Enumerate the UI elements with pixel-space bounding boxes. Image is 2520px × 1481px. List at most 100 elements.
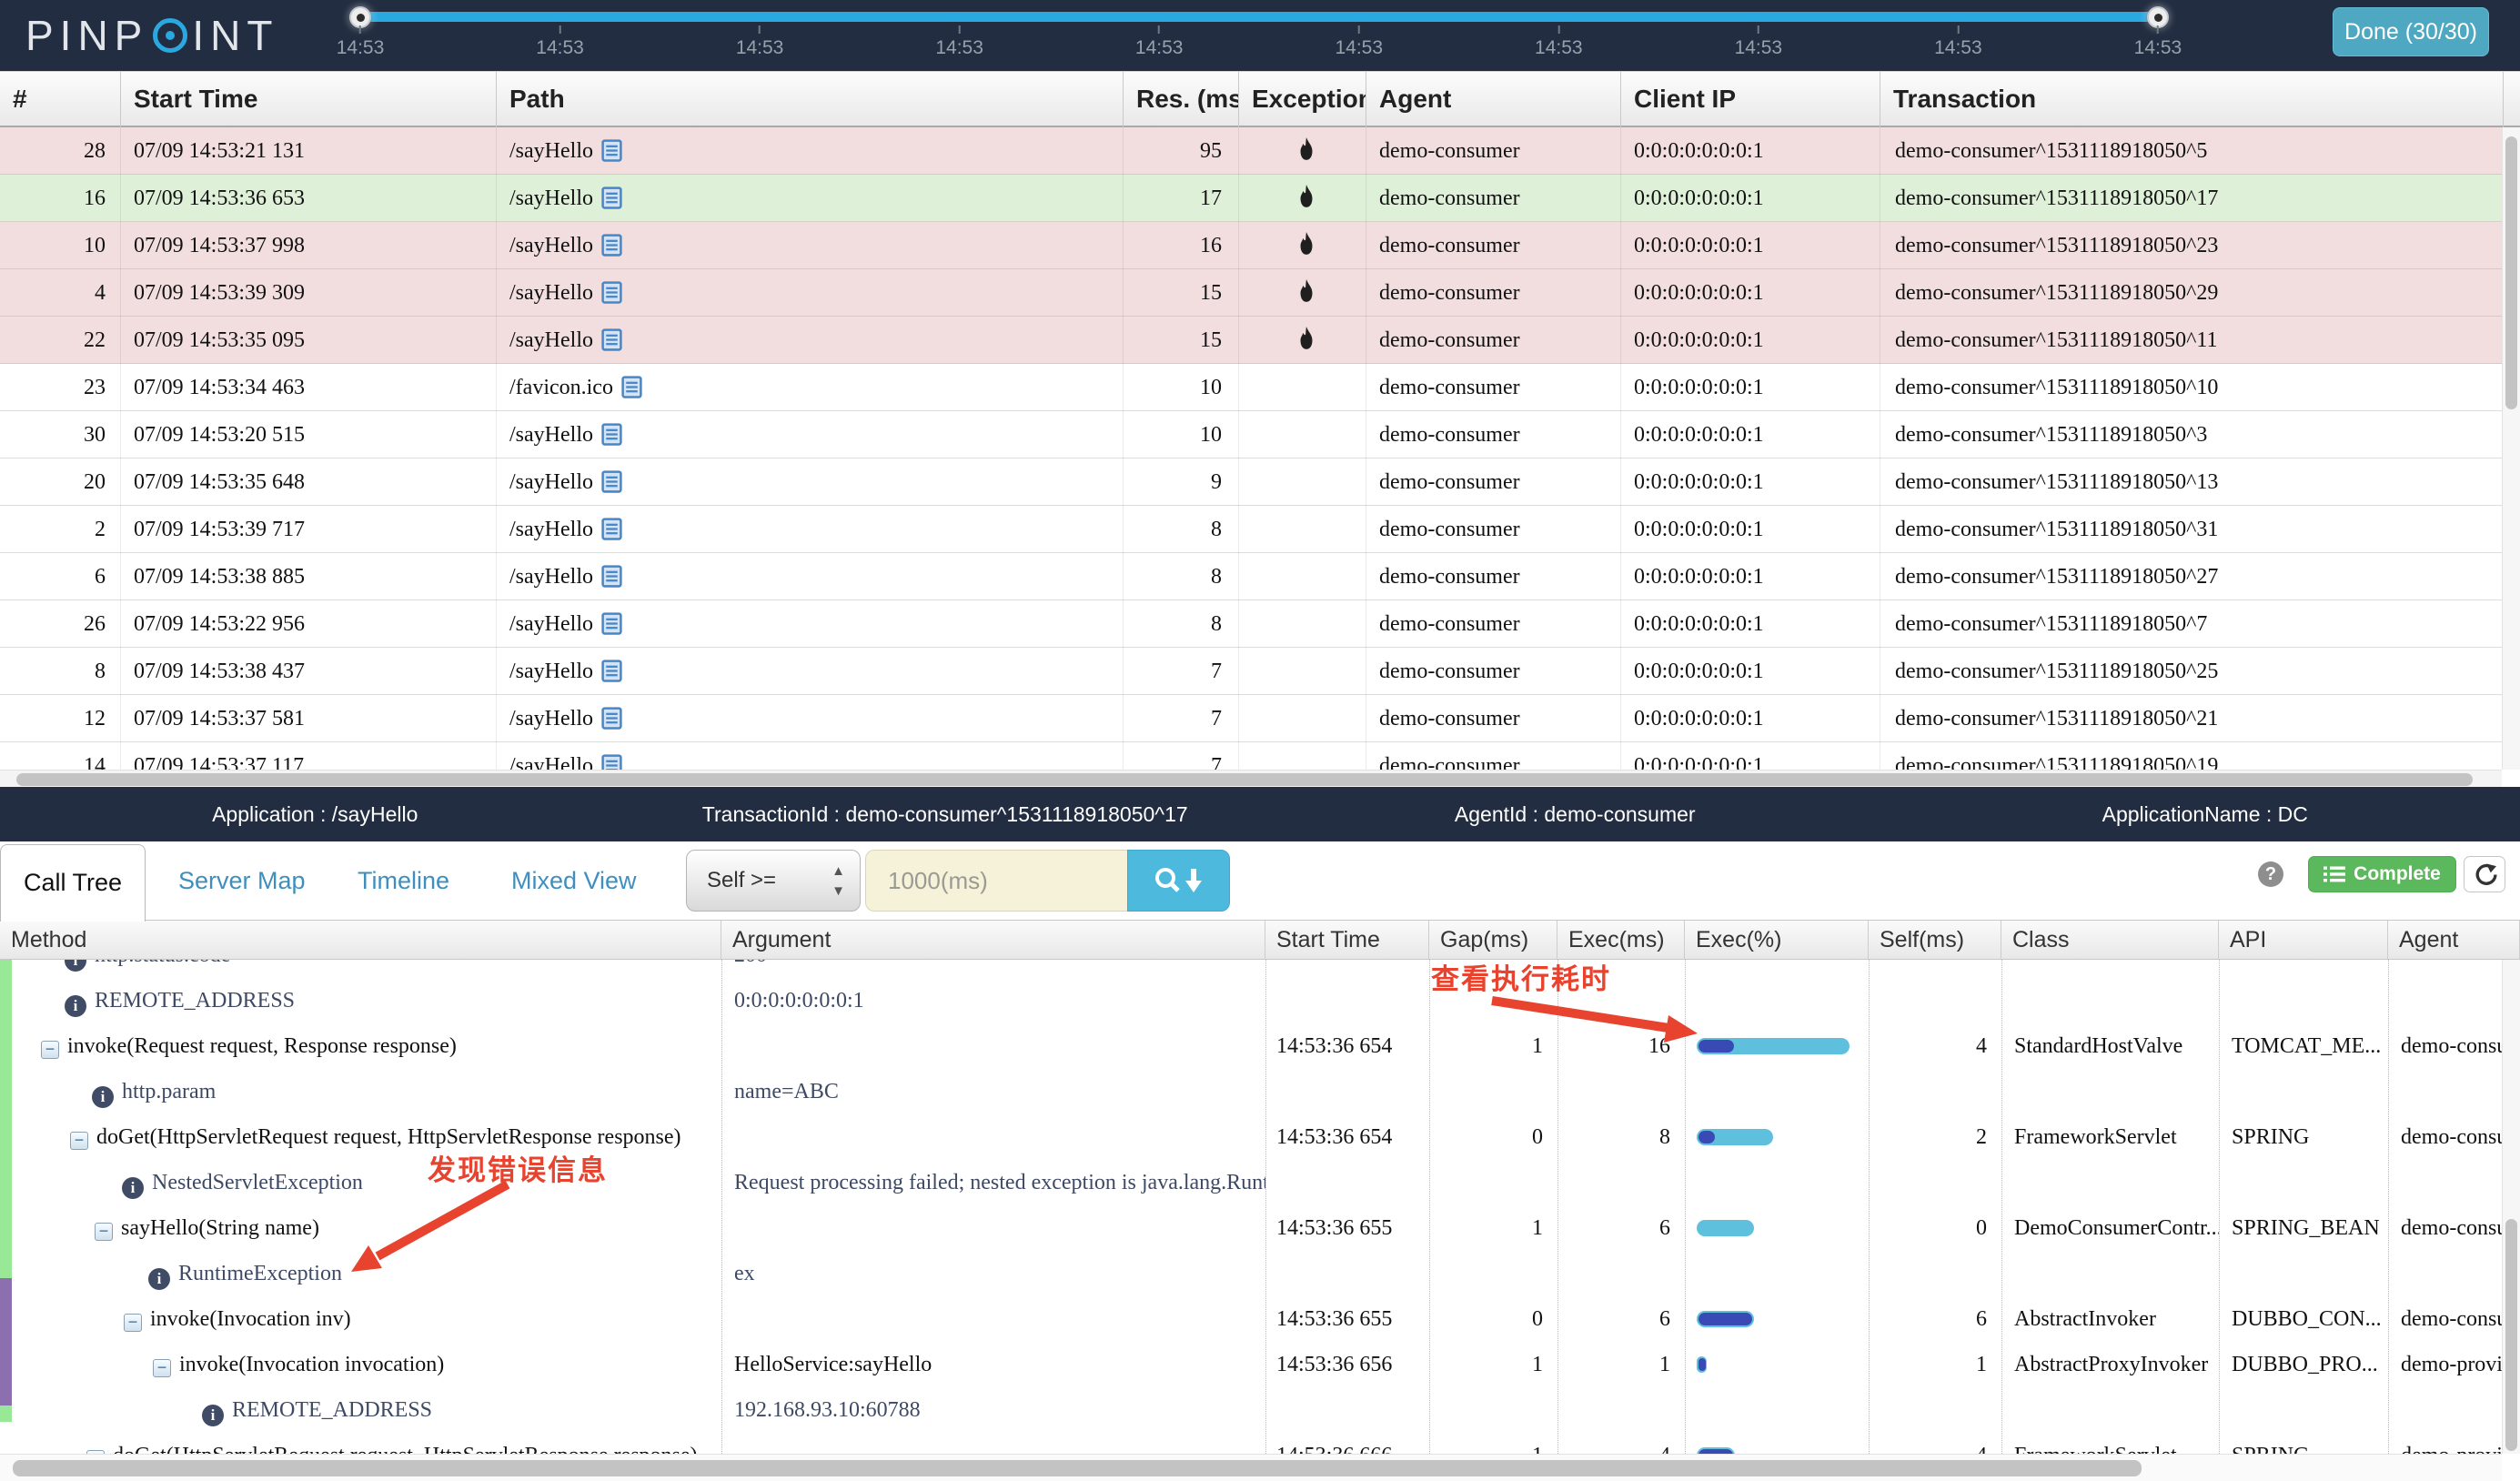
call-tree-cell-agent — [2388, 978, 2520, 1023]
transaction-detail-icon[interactable] — [601, 660, 622, 682]
transaction-row[interactable]: 20 07/09 14:53:35 648/sayHello 9 demo-consu… — [0, 458, 2504, 506]
call-tree-row[interactable]: − invoke(Invocation invocation) HelloServi… — [0, 1342, 2520, 1387]
collapse-icon[interactable]: − — [95, 1223, 113, 1241]
transaction-detail-icon[interactable] — [601, 139, 622, 162]
transaction-row[interactable]: 12 07/09 14:53:37 581/sayHello 7 demo-consu… — [0, 695, 2504, 742]
tab-timeline[interactable]: Timeline — [358, 867, 450, 894]
transaction-detail-icon[interactable] — [621, 376, 642, 398]
transaction-cell-path: /sayHello — [497, 506, 1124, 553]
transaction-column-header-res_ms[interactable]: Res. (ms)↓ — [1124, 72, 1239, 128]
call-tree-row[interactable]: i http.param name=ABC — [0, 1069, 2504, 1114]
transaction-row[interactable]: 30 07/09 14:53:20 515/sayHello 10 demo-cons… — [0, 411, 2504, 458]
transaction-horizontal-scrollbar-thumb[interactable] — [16, 773, 2473, 786]
transaction-cell-res_ms: 7 — [1124, 695, 1239, 742]
call-tree-row[interactable]: i REMOTE_ADDRESS 0:0:0:0:0:0:0:1 — [0, 978, 2504, 1023]
transaction-detail-icon[interactable] — [601, 518, 622, 540]
call-tree-horizontal-scrollbar-thumb[interactable] — [13, 1460, 2142, 1476]
transaction-detail-icon[interactable] — [601, 754, 622, 770]
done-button[interactable]: Done (30/30) — [2333, 7, 2489, 56]
transaction-column-header-exception[interactable]: Exception — [1239, 72, 1366, 128]
transaction-detail-icon[interactable] — [601, 423, 622, 446]
method-label: doGet(HttpServletRequest request, HttpSe… — [96, 1125, 681, 1149]
transaction-table-body: 28 07/09 14:53:21 131/sayHello 95 demo-cons… — [0, 127, 2520, 770]
transaction-row[interactable]: 6 07/09 14:53:38 885/sayHello 8 demo-consum… — [0, 553, 2504, 600]
transaction-row[interactable]: 16 07/09 14:53:36 653/sayHello 17 demo-cons… — [0, 175, 2504, 222]
call-tree-row[interactable]: − sayHello(String name) 14:53:36 655 1 6 0 Dem… — [0, 1205, 2520, 1251]
call-tree-row[interactable]: −doGet(HttpServletRequest request, HttpS… — [0, 1433, 2520, 1454]
transaction-row[interactable]: 10 07/09 14:53:37 998/sayHello 16 demo-cons… — [0, 222, 2504, 269]
timeline-handle-left[interactable] — [349, 6, 371, 28]
help-icon[interactable]: ? — [2258, 861, 2283, 887]
transaction-detail-icon[interactable] — [601, 707, 622, 730]
tab-mixed-view[interactable]: Mixed View — [511, 867, 637, 894]
filter-threshold-input[interactable] — [865, 850, 1127, 912]
complete-button[interactable]: Complete — [2308, 856, 2456, 892]
call-tree-row[interactable]: i http.status.code 200 — [0, 960, 2504, 978]
transaction-detail-icon[interactable] — [601, 186, 622, 209]
transaction-row[interactable]: 22 07/09 14:53:35 095/sayHello 15 demo-cons… — [0, 317, 2504, 364]
collapse-icon[interactable]: − — [153, 1359, 171, 1377]
transaction-row[interactable]: 14 07/09 14:53:37 117/sayHello 7 demo-consu… — [0, 742, 2504, 770]
call-tree-row[interactable]: −doGet(HttpServletRequest request, HttpS… — [0, 1114, 2520, 1160]
transaction-vertical-scrollbar[interactable] — [2502, 127, 2520, 770]
transaction-row[interactable]: 8 07/09 14:53:38 437/sayHello 7 demo-consum… — [0, 648, 2504, 695]
transaction-detail-icon[interactable] — [601, 234, 622, 257]
call-tree-row[interactable]: i REMOTE_ADDRESS 192.168.93.10:60788 — [0, 1387, 2504, 1433]
tab-call-tree[interactable]: Call Tree — [0, 844, 146, 922]
transaction-cell-path: /sayHello — [497, 458, 1124, 506]
transaction-cell-transaction: demo-consumer^1531118918050^29 — [1880, 269, 2504, 317]
transaction-cell-res_ms: 7 — [1124, 742, 1239, 770]
transaction-detail-icon[interactable] — [601, 565, 622, 588]
time-range-bar[interactable] — [360, 12, 2158, 22]
transaction-cell-transaction: demo-consumer^1531118918050^23 — [1880, 222, 2504, 269]
call-tree-cell-exec_ms: 1 — [1659, 1353, 1670, 1376]
transaction-row[interactable]: 26 07/09 14:53:22 956/sayHello 8 demo-consu… — [0, 600, 2504, 648]
call-tree-row[interactable]: i RuntimeException ex — [0, 1251, 2504, 1296]
app-logo: PINP INT — [25, 11, 278, 60]
call-tree-row[interactable]: − invoke(Request request, Response respon… — [0, 1023, 2520, 1069]
tab-server-map[interactable]: Server Map — [178, 867, 306, 894]
transaction-detail-icon[interactable] — [601, 328, 622, 351]
transaction-column-header-transaction[interactable]: Transaction — [1880, 72, 2504, 128]
transaction-row[interactable]: 2 07/09 14:53:39 717/sayHello 8 demo-consum… — [0, 506, 2504, 553]
collapse-icon[interactable]: − — [41, 1041, 59, 1059]
collapse-icon[interactable]: − — [124, 1314, 142, 1332]
info-icon: i — [65, 960, 86, 972]
call-tree-row[interactable]: − invoke(Invocation inv) 14:53:36 655 0 6 6 Ab… — [0, 1296, 2520, 1342]
transaction-row[interactable]: 23 07/09 14:53:34 463/favicon.ico 10 demo-c… — [0, 364, 2504, 411]
transaction-horizontal-scrollbar[interactable] — [0, 770, 2502, 787]
transaction-column-header-num[interactable]: # — [0, 72, 121, 128]
transaction-cell-num: 23 — [0, 364, 121, 411]
transaction-row[interactable]: 28 07/09 14:53:21 131/sayHello 95 demo-cons… — [0, 127, 2504, 175]
transaction-column-header-agent[interactable]: Agent — [1366, 72, 1621, 128]
call-tree-cell-method: − sayHello(String name) — [0, 1205, 721, 1251]
transaction-column-header-client_ip[interactable]: Client IP — [1621, 72, 1880, 128]
transaction-detail-icon[interactable] — [601, 612, 622, 635]
transaction-cell-client_ip: 0:0:0:0:0:0:0:1 — [1621, 742, 1880, 770]
transaction-detail-icon[interactable] — [601, 281, 622, 304]
call-tree-vertical-scrollbar[interactable] — [2502, 960, 2520, 1454]
collapse-icon[interactable]: − — [86, 1450, 105, 1454]
call-tree-cell-api: SPRING_BEAN — [2232, 1216, 2380, 1240]
transaction-column-header-path[interactable]: Path — [497, 72, 1124, 128]
transaction-vertical-scrollbar-thumb[interactable] — [2505, 136, 2517, 409]
call-tree-row[interactable]: i NestedServletException Request processin… — [0, 1160, 2504, 1205]
call-tree-cell-api: TOMCAT_ME... — [2232, 1034, 2382, 1058]
call-tree-cell-agent: demo-provider — [2401, 1353, 2520, 1376]
call-tree-cell-method: i http.param — [0, 1069, 721, 1114]
filter-operator-select[interactable]: Self >= ▲ ▼ — [686, 850, 861, 912]
call-tree-horizontal-scrollbar[interactable] — [0, 1454, 2502, 1481]
transaction-column-header-start_time[interactable]: Start Time — [121, 72, 497, 128]
collapse-icon[interactable]: − — [70, 1132, 88, 1150]
call-tree-cell-execp — [1685, 1160, 1869, 1205]
call-tree-vertical-scrollbar-thumb[interactable] — [2505, 1219, 2517, 1451]
search-button[interactable] — [1127, 850, 1230, 912]
refresh-button[interactable] — [2464, 856, 2505, 892]
call-tree-cell-method: −doGet(HttpServletRequest request, HttpS… — [0, 1114, 721, 1160]
transaction-cell-start_time: 07/09 14:53:34 463 — [121, 364, 497, 411]
call-tree-cell-agent: demo-consumer — [2401, 1307, 2520, 1331]
transaction-cell-exception — [1239, 458, 1366, 506]
method-label: REMOTE_ADDRESS — [95, 989, 296, 1013]
transaction-row[interactable]: 4 07/09 14:53:39 309/sayHello 15 demo-consu… — [0, 269, 2504, 317]
transaction-detail-icon[interactable] — [601, 470, 622, 493]
